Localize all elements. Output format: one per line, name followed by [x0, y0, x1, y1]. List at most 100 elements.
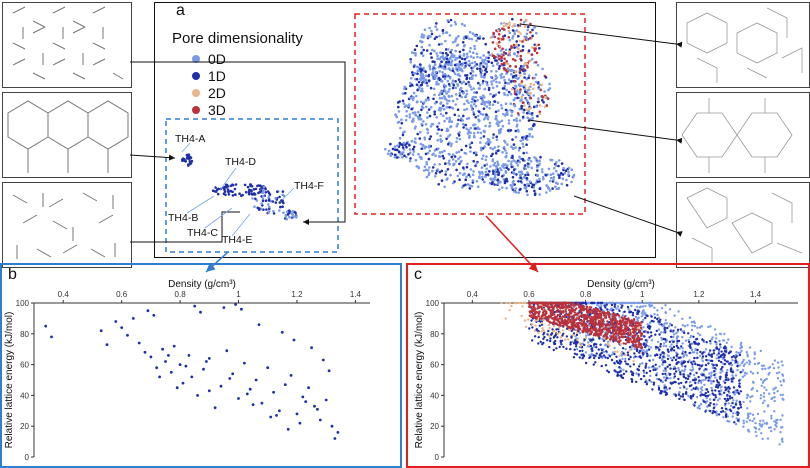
- data-point: [709, 325, 712, 328]
- embedding-point: [420, 157, 423, 161]
- data-point: [669, 356, 672, 360]
- data-point: [779, 380, 782, 383]
- embedding-point: [427, 74, 431, 78]
- y-axis-label: Relative lattice energy (kJ/mol): [414, 312, 425, 449]
- data-point: [606, 301, 610, 305]
- embedding-point: [395, 148, 399, 152]
- embedding-point: [441, 55, 445, 58]
- embedding-point: [430, 29, 433, 33]
- embedding-point: [503, 181, 507, 185]
- embedding-point: [440, 42, 444, 46]
- data-point: [568, 326, 571, 329]
- embedding-point: [501, 186, 504, 189]
- data-point: [754, 430, 757, 434]
- data-point: [727, 338, 730, 341]
- data-point: [713, 366, 716, 370]
- data-point: [679, 373, 682, 376]
- data-point: [600, 328, 603, 331]
- embedding-point: [467, 173, 471, 176]
- embedding-point: [457, 72, 460, 76]
- data-point: [623, 322, 626, 325]
- embedding-point: [484, 80, 488, 84]
- data-point: [629, 365, 632, 368]
- data-point: [275, 414, 278, 417]
- data-point: [695, 396, 699, 399]
- y-tick-label: 20: [20, 422, 29, 431]
- data-point: [708, 393, 711, 397]
- data-point: [266, 366, 270, 370]
- data-point: [607, 311, 610, 314]
- embedding-point: [531, 28, 534, 32]
- embedding-point: [416, 100, 419, 103]
- embedding-point: [517, 148, 521, 152]
- embedding-point: [491, 136, 495, 139]
- data-point: [736, 389, 739, 392]
- data-point: [653, 306, 656, 309]
- embedding-point: [437, 128, 441, 131]
- embedding-point: [533, 26, 536, 29]
- embedding-point: [420, 105, 424, 108]
- data-point: [675, 344, 678, 347]
- embedding-point: [411, 98, 415, 101]
- y-tick-label: 60: [20, 361, 29, 370]
- embedding-point: [528, 135, 531, 138]
- data-point: [709, 342, 712, 345]
- data-point: [560, 343, 563, 346]
- data-point: [190, 375, 194, 379]
- embedding-point: [188, 155, 192, 159]
- embedding-point: [449, 68, 452, 72]
- embedding-point: [508, 53, 512, 57]
- data-point: [773, 391, 776, 395]
- arrow-to-panel-b: [205, 251, 229, 273]
- data-point: [555, 318, 558, 322]
- x-axis-label: Density (g/cm³): [587, 279, 655, 290]
- embedding-point: [416, 88, 419, 92]
- data-point: [605, 350, 608, 353]
- data-point: [636, 319, 639, 322]
- data-point: [621, 376, 625, 380]
- embedding-point: [523, 183, 527, 187]
- data-point: [537, 331, 540, 334]
- data-point: [622, 342, 625, 345]
- data-point: [618, 301, 622, 305]
- embedding-point: [498, 188, 501, 191]
- embedding-point: [444, 162, 447, 166]
- embedding-point: [552, 176, 556, 179]
- embedding-point: [464, 178, 468, 181]
- embedding-point: [447, 99, 451, 103]
- embedding-point: [499, 167, 502, 170]
- data-point: [594, 361, 597, 364]
- embedding-point: [480, 75, 483, 78]
- data-point: [620, 301, 623, 305]
- embedding-point: [510, 87, 514, 91]
- data-point: [537, 305, 540, 308]
- data-point: [644, 364, 647, 368]
- data-point: [556, 306, 559, 309]
- data-point: [723, 332, 726, 336]
- embedding-point: [555, 160, 558, 164]
- data-point: [549, 312, 552, 316]
- embedding-point: [451, 81, 454, 85]
- data-point: [754, 422, 757, 425]
- embedding-point: [543, 105, 547, 109]
- data-point: [669, 367, 672, 370]
- embedding-point: [454, 49, 458, 53]
- data-point: [644, 339, 647, 342]
- data-point: [653, 316, 657, 319]
- data-point: [184, 364, 188, 368]
- y-tick-label: 40: [20, 391, 29, 400]
- embedding-point: [414, 54, 417, 57]
- data-point: [669, 372, 672, 376]
- data-point: [660, 323, 663, 326]
- embedding-point: [517, 130, 520, 133]
- data-point: [681, 347, 684, 350]
- embedding-point: [514, 70, 517, 74]
- data-point: [640, 312, 644, 315]
- data-point: [620, 352, 623, 355]
- embedding-point: [247, 192, 251, 196]
- data-point: [683, 386, 686, 389]
- data-point: [728, 408, 732, 411]
- y-tick-label: 0: [435, 453, 440, 462]
- embedding-point: [482, 107, 486, 110]
- embedding-point: [461, 122, 465, 126]
